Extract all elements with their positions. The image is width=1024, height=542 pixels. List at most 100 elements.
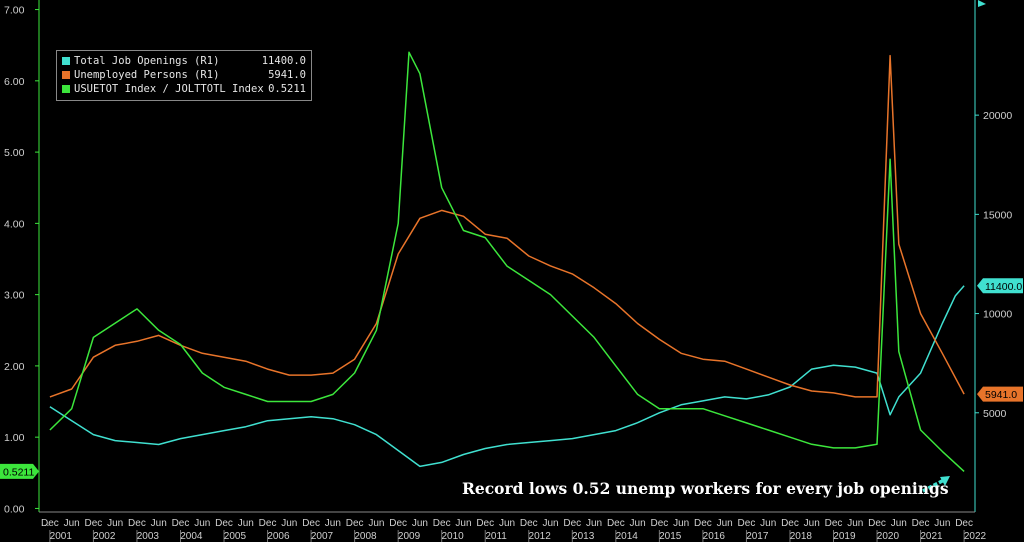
x-month-label: Dec [172, 518, 190, 529]
value-tags: 0.5211 11400.0 5941.0 [0, 278, 1023, 493]
x-month-label: Jun [64, 518, 80, 529]
x-year-label: 2002 [93, 531, 116, 542]
legend: Total Job Openings (R1) 11400.0 Unemploy… [56, 50, 312, 101]
x-start-label: ... [41, 518, 49, 529]
left-tick-label: 2.00 [4, 361, 25, 373]
x-month-label: Jun [542, 518, 558, 529]
legend-label: Unemployed Persons (R1) [74, 69, 220, 81]
x-month-label: Jun [238, 518, 254, 529]
x-month-label: Jun [151, 518, 167, 529]
left-tick-label: 4.00 [4, 218, 25, 230]
x-month-label: Jun [804, 518, 820, 529]
x-month-label: Jun [630, 518, 646, 529]
x-month-label: Jun [760, 518, 776, 529]
x-year-label: 2022 [964, 531, 987, 542]
legend-label: Total Job Openings (R1) [74, 55, 220, 67]
left-tick-label: 0.00 [4, 503, 25, 515]
x-year-label: 2017 [746, 531, 769, 542]
legend-swatch [62, 57, 70, 65]
x-year-label: 2019 [833, 531, 856, 542]
x-month-label: Jun [586, 518, 602, 529]
x-month-label: Dec [868, 518, 886, 529]
x-year-label: 2005 [224, 531, 247, 542]
x-month-label: Jun [194, 518, 210, 529]
x-month-label: Dec [738, 518, 756, 529]
x-year-label: 2012 [529, 531, 552, 542]
right-tick-label: 10000 [983, 309, 1012, 321]
x-year-label: 2010 [441, 531, 464, 542]
right-tick-label: 15000 [983, 209, 1012, 221]
annotation-arrow [922, 478, 945, 493]
x-year-label: 2021 [920, 531, 943, 542]
x-year-label: 2008 [354, 531, 377, 542]
right-tick-label: 5000 [983, 408, 1007, 420]
x-axis: ...Dec Jun Dec Jun Dec Jun Dec Jun Dec Jun Dec Jun D… [39, 511, 987, 542]
x-month-label: Dec [85, 518, 103, 529]
x-year-label: 2001 [50, 531, 73, 542]
x-year-label: 2016 [703, 531, 726, 542]
x-month-label: Dec [607, 518, 625, 529]
x-month-label: Jun [412, 518, 428, 529]
x-month-label: Jun [717, 518, 733, 529]
legend-value: 0.5211 [268, 83, 306, 95]
x-month-label: Jun [325, 518, 341, 529]
x-month-label: Dec [259, 518, 277, 529]
left-tick-label: 1.00 [4, 432, 25, 444]
legend-value: 11400.0 [261, 55, 306, 67]
x-month-label: Dec [694, 518, 712, 529]
series-layer [49, 51, 965, 472]
x-year-label: 2007 [311, 531, 334, 542]
x-month-label: Jun [455, 518, 471, 529]
x-month-label: Dec [41, 518, 59, 529]
x-year-label: 2011 [485, 531, 507, 542]
x-month-label: Jun [281, 518, 297, 529]
legend-label: USUETOT Index / JOLTTOTL Index (L1) [74, 83, 264, 95]
x-month-label: Dec [955, 518, 973, 529]
x-month-label: Jun [673, 518, 689, 529]
annotation-text: Record lows 0.52 unemp workers for every… [462, 479, 949, 498]
x-year-label: 2006 [267, 531, 290, 542]
x-month-label: Dec [912, 518, 930, 529]
x-month-label: Dec [128, 518, 146, 529]
right-value-tag-openings: 11400.0 [985, 281, 1022, 293]
x-month-label: Jun [107, 518, 123, 529]
left-tick-label: 7.00 [4, 5, 25, 17]
series-line-0 [49, 285, 965, 468]
x-month-label: Jun [499, 518, 515, 529]
x-year-label: 2018 [790, 531, 813, 542]
x-month-label: Dec [346, 518, 364, 529]
series-line-1 [49, 54, 965, 398]
x-year-label: 2020 [877, 531, 900, 542]
x-month-label: Dec [650, 518, 668, 529]
legend-swatch [62, 71, 70, 79]
x-year-label: 2014 [616, 531, 639, 542]
legend-swatch [62, 85, 70, 93]
right-axis: 5000 10000 15000 20000 [974, 0, 1012, 512]
left-tick-label: 3.00 [4, 290, 25, 302]
right-tick-label: 20000 [983, 110, 1012, 122]
legend-item-ratio: USUETOT Index / JOLTTOTL Index (L1) 0.52… [62, 82, 306, 96]
series-line-2 [49, 51, 965, 472]
x-year-label: 2004 [180, 531, 203, 542]
x-month-label: Jun [934, 518, 950, 529]
x-month-label: Dec [215, 518, 233, 529]
x-year-label: 2015 [659, 531, 682, 542]
annotation-arrowhead [940, 476, 950, 486]
x-month-label: Jun [368, 518, 384, 529]
x-month-label: Dec [302, 518, 320, 529]
left-axis: 0.00 1.00 2.00 3.00 4.00 5.00 6.00 7.00 [4, 0, 40, 515]
left-value-tag: 0.5211 [3, 466, 34, 478]
right-value-tag-unemployed-bg [977, 386, 1023, 402]
x-month-label: Jun [891, 518, 907, 529]
x-year-label: 2013 [572, 531, 595, 542]
right-value-tag-unemployed: 5941.0 [985, 389, 1017, 401]
x-month-label: Dec [389, 518, 407, 529]
x-month-label: Dec [476, 518, 494, 529]
left-tick-label: 6.00 [4, 76, 25, 88]
x-year-label: 2003 [137, 531, 160, 542]
right-value-tag-openings-bg [977, 278, 1023, 294]
x-month-label: Dec [825, 518, 843, 529]
right-axis-arrow [978, 0, 986, 7]
x-month-label: Dec [563, 518, 581, 529]
